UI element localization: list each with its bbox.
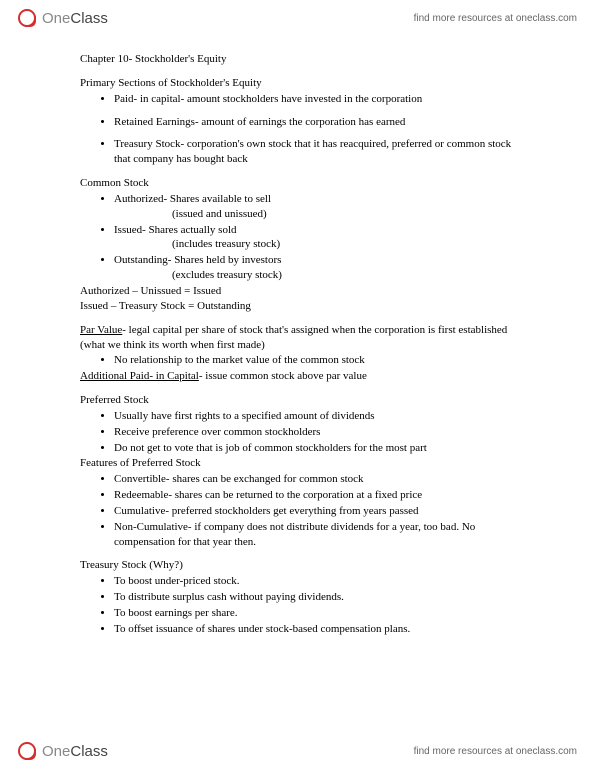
item-sub: (includes treasury stock): [114, 237, 515, 252]
common-stock-section: Common Stock Authorized- Shares availabl…: [80, 176, 515, 314]
features-list: Convertible- shares can be exchanged for…: [80, 472, 515, 549]
page-footer: OneClass find more resources at oneclass…: [0, 736, 595, 770]
apic-label: Additional Paid- in Capital: [80, 370, 199, 382]
preferred-section: Preferred Stock Usually have first right…: [80, 393, 515, 455]
brand-text: OneClass: [42, 10, 108, 27]
features-heading: Features of Preferred Stock: [80, 456, 515, 471]
list-item: Paid- in capital- amount stockholders ha…: [114, 92, 515, 107]
list-item: Convertible- shares can be exchanged for…: [114, 472, 515, 487]
item-sub: (excludes treasury stock): [114, 268, 515, 283]
logo-icon: [18, 9, 36, 27]
list-item: To boost earnings per share.: [114, 606, 515, 621]
brand-one: One: [42, 10, 70, 27]
list-item: Cumulative- preferred stockholders get e…: [114, 504, 515, 519]
list-item: Outstanding- Shares held by investors (e…: [114, 253, 515, 283]
chapter-title: Chapter 10- Stockholder's Equity: [80, 52, 515, 67]
treasury-heading: Treasury Stock (Why?): [80, 558, 515, 573]
footer-link[interactable]: find more resources at oneclass.com: [414, 746, 577, 757]
equation-2: Issued – Treasury Stock = Outstanding: [80, 299, 515, 314]
features-section: Features of Preferred Stock Convertible-…: [80, 456, 515, 549]
document-body: Chapter 10- Stockholder's Equity Primary…: [0, 32, 595, 656]
treasury-list: To boost under-priced stock. To distribu…: [80, 574, 515, 636]
brand-text: OneClass: [42, 743, 108, 760]
apic-def: - issue common stock above par value: [199, 370, 367, 382]
brand-logo: OneClass: [18, 9, 108, 27]
list-item: Authorized- Shares available to sell (is…: [114, 192, 515, 222]
item-text: Issued- Shares actually sold: [114, 224, 237, 236]
list-item: Issued- Shares actually sold (includes t…: [114, 223, 515, 253]
chapter-title-row: Chapter 10- Stockholder's Equity: [80, 52, 515, 67]
list-item: To boost under-priced stock.: [114, 574, 515, 589]
par-list: No relationship to the market value of t…: [80, 353, 515, 368]
common-list: Authorized- Shares available to sell (is…: [80, 192, 515, 283]
item-text: Outstanding- Shares held by investors: [114, 254, 281, 266]
item-sub: (issued and unissued): [114, 207, 515, 222]
preferred-heading: Preferred Stock: [80, 393, 515, 408]
brand-class: Class: [70, 743, 108, 760]
brand-class: Class: [70, 10, 108, 27]
brand-one: One: [42, 743, 70, 760]
primary-heading: Primary Sections of Stockholder's Equity: [80, 76, 515, 91]
primary-list: Paid- in capital- amount stockholders ha…: [80, 92, 515, 167]
item-text: Authorized- Shares available to sell: [114, 193, 271, 205]
list-item: Do not get to vote that is job of common…: [114, 441, 515, 456]
list-item: Receive preference over common stockhold…: [114, 425, 515, 440]
par-def: - legal capital per share of stock that'…: [80, 324, 507, 351]
list-item: Treasury Stock- corporation's own stock …: [114, 137, 515, 167]
list-item: Usually have first rights to a specified…: [114, 409, 515, 424]
par-apic-section: Par Value- legal capital per share of st…: [80, 323, 515, 384]
list-item: To offset issuance of shares under stock…: [114, 622, 515, 637]
par-label: Par Value: [80, 324, 122, 336]
list-item: No relationship to the market value of t…: [114, 353, 515, 368]
par-value-row: Par Value- legal capital per share of st…: [80, 323, 515, 353]
list-item: Retained Earnings- amount of earnings th…: [114, 115, 515, 130]
preferred-list: Usually have first rights to a specified…: [80, 409, 515, 456]
list-item: To distribute surplus cash without payin…: [114, 590, 515, 605]
brand-logo-footer: OneClass: [18, 742, 108, 760]
equation-1: Authorized – Unissued = Issued: [80, 284, 515, 299]
page-header: OneClass find more resources at oneclass…: [0, 0, 595, 32]
list-item: Non-Cumulative- if company does not dist…: [114, 520, 515, 550]
logo-icon: [18, 742, 36, 760]
treasury-section: Treasury Stock (Why?) To boost under-pri…: [80, 558, 515, 636]
header-link[interactable]: find more resources at oneclass.com: [414, 13, 577, 24]
common-heading: Common Stock: [80, 176, 515, 191]
apic-row: Additional Paid- in Capital- issue commo…: [80, 369, 515, 384]
primary-section: Primary Sections of Stockholder's Equity…: [80, 76, 515, 167]
list-item: Redeemable- shares can be returned to th…: [114, 488, 515, 503]
